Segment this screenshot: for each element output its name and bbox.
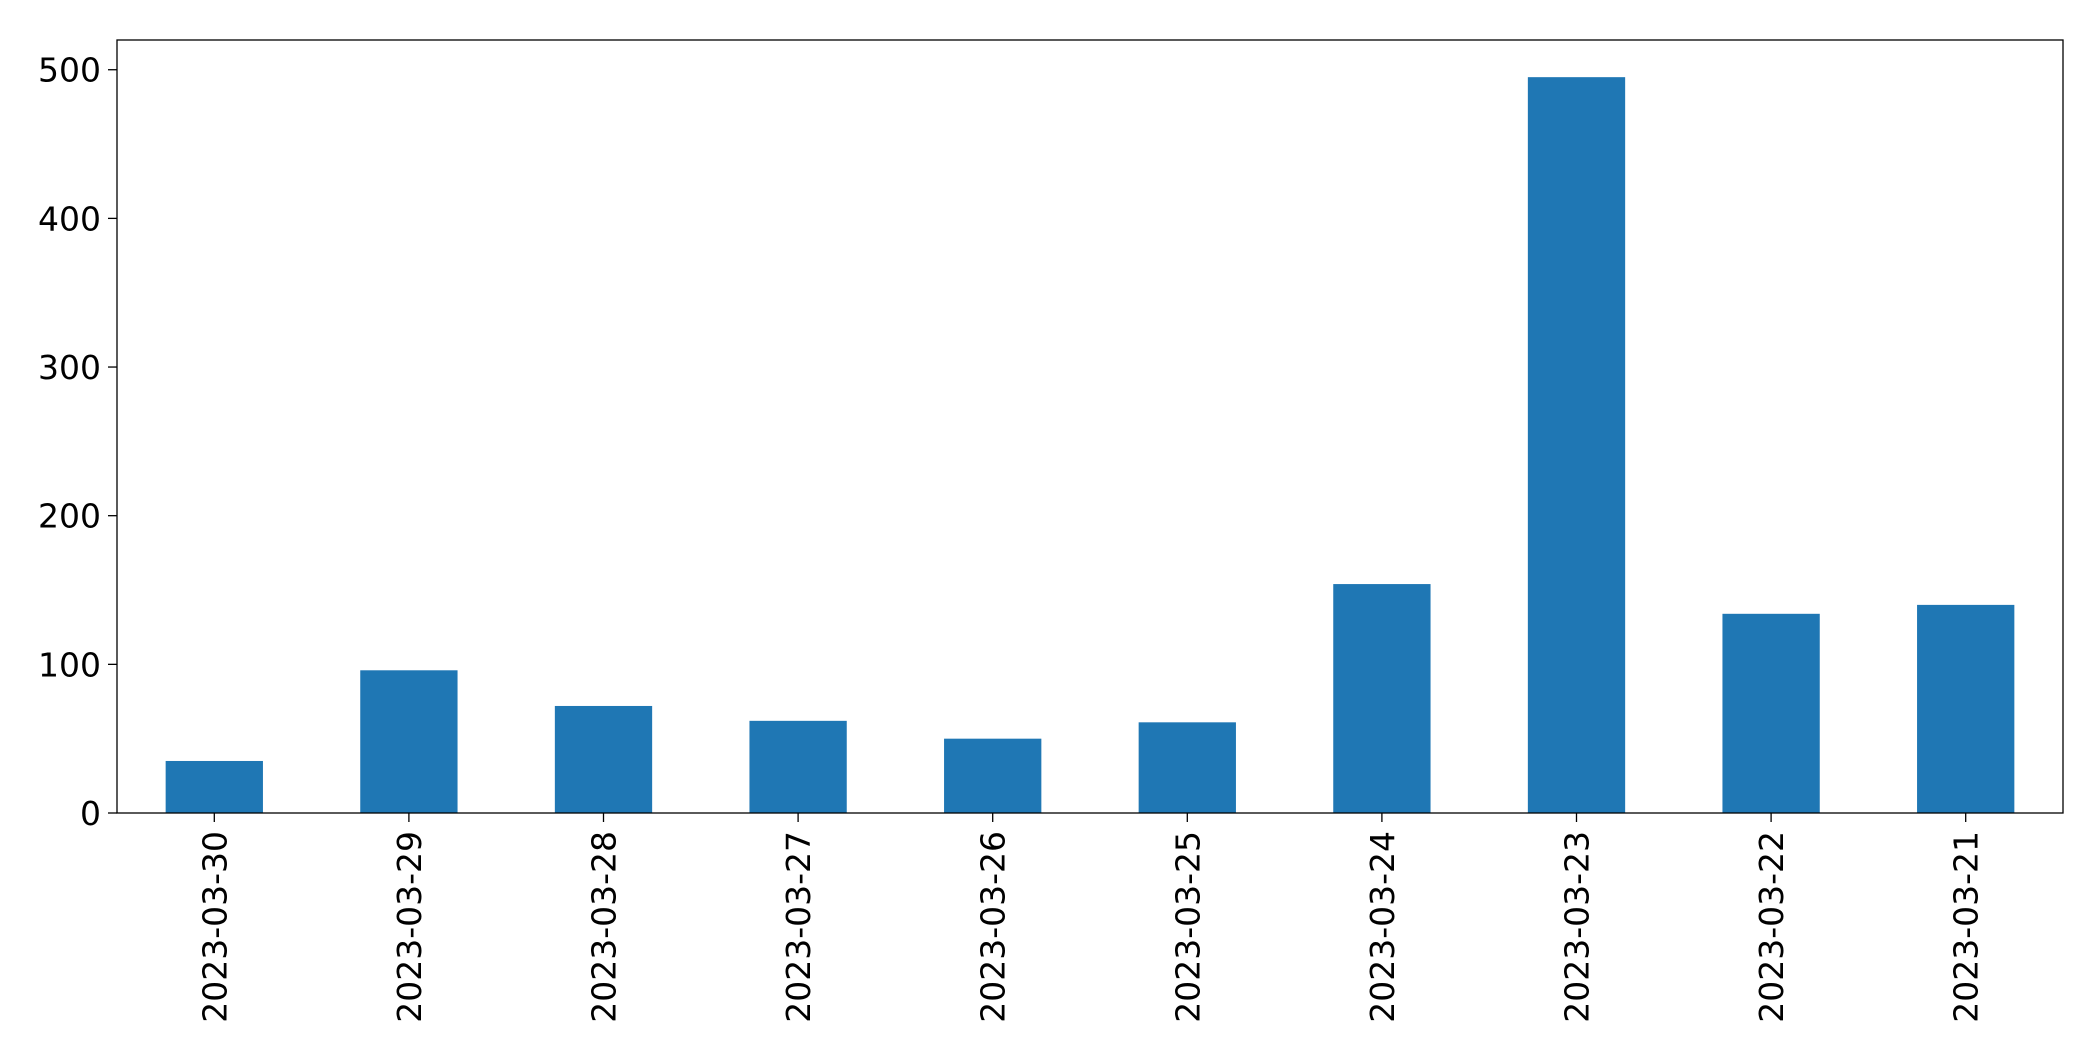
bar — [1527, 77, 1626, 814]
bar — [1138, 722, 1236, 813]
plot-frame — [116, 39, 2064, 814]
bar — [1917, 604, 2015, 813]
bar — [360, 670, 458, 813]
x-tick-label: 2023-03-27 — [779, 831, 818, 1023]
y-tick-label: 200 — [38, 497, 101, 536]
x-tick-label: 2023-03-30 — [195, 831, 234, 1023]
y-tick-label: 400 — [38, 199, 101, 238]
x-tick-label: 2023-03-21 — [1947, 831, 1986, 1023]
bar — [1722, 613, 1820, 813]
y-tick-label: 0 — [80, 794, 101, 833]
bar — [1333, 584, 1431, 813]
bar — [749, 720, 847, 813]
x-tick-label: 2023-03-24 — [1363, 831, 1402, 1023]
y-tick-label: 300 — [38, 348, 101, 387]
x-tick-label: 2023-03-28 — [585, 831, 624, 1023]
x-tick-label: 2023-03-29 — [390, 831, 429, 1023]
bar — [944, 738, 1042, 813]
x-tick-label: 2023-03-25 — [1168, 831, 1207, 1023]
x-tick-label: 2023-03-22 — [1752, 831, 1791, 1023]
bar — [554, 705, 653, 813]
x-tick-label: 2023-03-23 — [1558, 831, 1597, 1023]
y-tick-label: 500 — [38, 51, 101, 90]
bar — [165, 760, 263, 813]
x-tick-label: 2023-03-26 — [974, 831, 1013, 1023]
y-tick-label: 100 — [38, 645, 101, 684]
